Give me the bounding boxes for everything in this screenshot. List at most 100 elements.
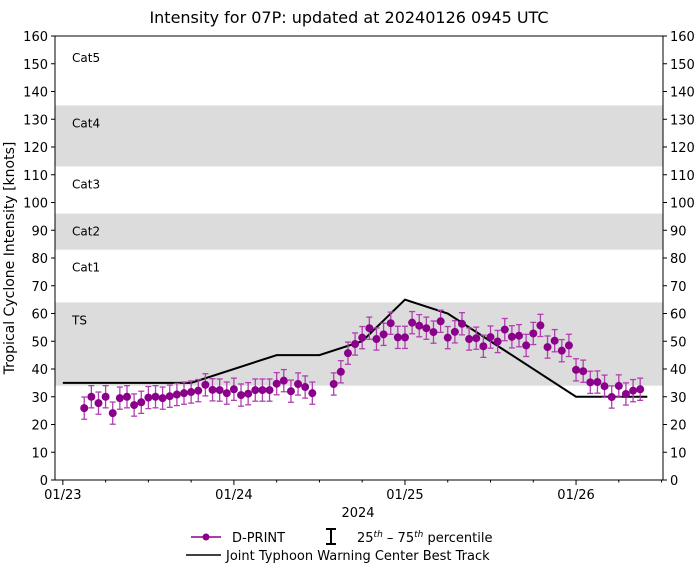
category-label: Cat4 [72,116,100,130]
category-label: Cat1 [72,261,100,275]
dprint-marker [279,376,288,385]
dprint-marker [579,367,588,376]
dprint-point [472,326,481,350]
dprint-marker [400,333,409,342]
dprint-marker [172,390,181,399]
dprint-point [436,309,445,334]
dprint-point [87,384,96,409]
dprint-point [272,371,281,396]
dprint-marker [144,393,153,402]
dprint-point [522,333,531,358]
dprint-marker [101,392,110,401]
dprint-point [201,373,210,397]
y-tick-label-right: 20 [670,419,687,434]
dprint-marker [158,394,167,403]
dprint-marker [636,385,645,394]
dprint-point [180,381,189,405]
dprint-point [586,370,595,395]
dprint-marker [429,328,438,337]
dprint-point [465,327,474,351]
y-tick-label-left: 50 [31,335,48,350]
y-tick-label-left: 70 [31,280,48,295]
dprint-marker [379,330,388,339]
dprint-marker [187,388,196,397]
dprint-point [279,368,288,393]
dprint-point [600,374,609,398]
dprint-marker [343,349,352,358]
dprint-point [358,325,367,350]
y-tick-label-left: 150 [23,58,48,73]
dprint-marker [351,340,360,349]
dprint-marker [422,324,431,333]
dprint-marker [237,391,246,400]
legend-errorbar-icon [326,528,336,545]
x-tick-label: 01/23 [44,488,81,503]
legend-percentile-label: 25th – 75th percentile [357,530,492,546]
dprint-marker [308,389,317,398]
dprint-marker [586,378,595,387]
dprint-point [579,359,588,383]
y-tick-label-left: 30 [31,391,48,406]
dprint-point [572,358,581,382]
category-label: Cat2 [72,225,100,239]
dprint-point [80,396,89,420]
dprint-marker [572,365,581,374]
dprint-marker [358,333,367,342]
dprint-marker [222,389,231,398]
dprint-point [329,372,338,396]
dprint-point [351,332,360,356]
dprint-point [564,333,573,358]
dprint-point [486,325,495,349]
y-tick-label-left: 60 [31,308,48,323]
dprint-marker [336,367,345,376]
dprint-marker [550,336,559,345]
dprint-point [529,321,538,346]
dprint-marker [408,318,417,327]
y-tick-label-right: 160 [670,30,695,45]
y-tick-label-left: 0 [40,474,48,489]
dprint-point [137,390,146,415]
y-tick-label-left: 40 [31,363,48,378]
y-tick-label-right: 80 [670,252,687,267]
category-label: Cat5 [72,51,100,65]
dprint-point [500,317,509,342]
category-band-cat2 [55,213,663,250]
y-tick-label-right: 40 [670,363,687,378]
y-tick-label-right: 10 [670,446,687,461]
dprint-point [629,378,638,403]
dprint-point [450,320,459,344]
dprint-point [94,391,103,415]
y-axis-label: Tropical Cyclone Intensity [knots] [2,142,18,376]
dprint-marker [507,332,516,341]
dprint-point [215,378,224,402]
dprint-point [557,338,566,363]
dprint-marker [557,346,566,355]
dprint-marker [372,335,381,344]
dprint-marker [607,393,616,402]
dprint-point [393,325,402,350]
dprint-marker [479,342,488,351]
legend-best-track-label: Joint Typhoon Warning Center Best Track [225,549,490,564]
dprint-point [636,377,645,402]
legend-dprint-label: D-PRINT [232,531,285,546]
dprint-marker [272,379,281,388]
y-tick-label-left: 80 [31,252,48,267]
y-tick-label-left: 110 [23,169,48,184]
dprint-point [536,313,545,338]
dprint-point [244,381,253,406]
dprint-marker [386,319,395,328]
dprint-point [208,378,217,402]
dprint-point [294,372,303,396]
x-tick-label: 01/26 [557,488,594,503]
dprint-marker [294,379,303,388]
dprint-marker [621,389,630,398]
dprint-marker [543,343,552,352]
dprint-marker [258,386,267,395]
y-tick-label-left: 130 [23,113,48,128]
dprint-marker [265,386,274,395]
y-tick-label-right: 60 [670,308,687,323]
plot-frame [54,35,664,481]
dprint-point [400,325,409,350]
dprint-marker [486,333,495,342]
dprint-point [308,381,317,405]
